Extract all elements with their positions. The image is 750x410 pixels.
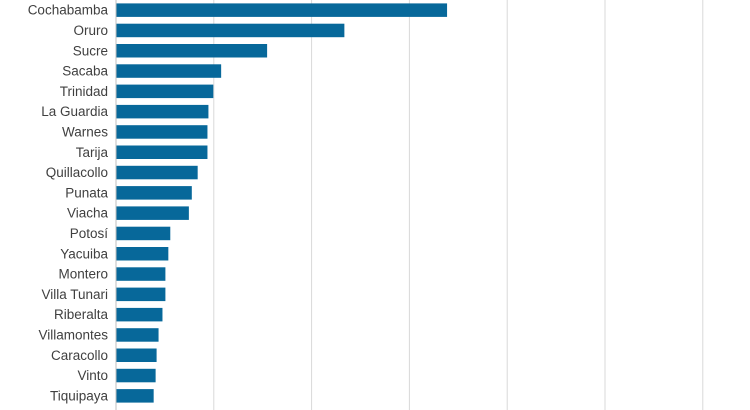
- bar-riberalta: [116, 307, 163, 322]
- bar-caracollo: [116, 348, 157, 362]
- category-label: Montero: [58, 267, 108, 282]
- category-label: La Guardia: [41, 104, 108, 119]
- bar-tarija: [116, 145, 208, 159]
- bar-sucre: [116, 44, 268, 58]
- bar-potosí: [116, 226, 171, 241]
- bar-quillacollo: [116, 165, 198, 180]
- category-label: Sucre: [73, 43, 108, 58]
- category-label: Trinidad: [60, 84, 108, 99]
- bar-warnes: [116, 125, 208, 139]
- bar-yacuiba: [116, 247, 169, 261]
- category-label: Riberalta: [54, 307, 109, 322]
- bars: [116, 3, 448, 403]
- bar-punata: [116, 186, 192, 200]
- gridlines: [115, 0, 704, 410]
- bar-viacha: [116, 206, 189, 220]
- category-label: Cochabamba: [28, 3, 109, 18]
- category-label: Quillacollo: [46, 165, 108, 180]
- category-label: Sacaba: [62, 64, 108, 79]
- bar-trinidad: [116, 84, 214, 99]
- category-labels: Cochabamba Oruro Sucre Sacaba Trinidad La Gua…: [28, 3, 109, 404]
- bar-la-guardia: [116, 104, 209, 119]
- bar-vinto: [116, 368, 156, 383]
- category-label: Vinto: [77, 368, 108, 383]
- category-label: Caracollo: [51, 348, 108, 363]
- bar-sacaba: [116, 64, 222, 78]
- category-label: Warnes: [62, 124, 108, 139]
- bar-cochabamba: [116, 3, 448, 17]
- category-label: Punata: [65, 185, 108, 200]
- category-label: Viacha: [67, 206, 109, 221]
- bar-oruro: [116, 23, 345, 38]
- bar-villa-tunari: [116, 287, 166, 302]
- category-label: Yacuiba: [60, 246, 108, 261]
- bar-montero: [116, 267, 166, 281]
- category-label: Oruro: [73, 23, 108, 38]
- category-label: Potosí: [70, 226, 109, 241]
- bar-tiquipaya: [116, 389, 154, 403]
- category-label: Tarija: [76, 145, 109, 160]
- bar-villamontes: [116, 328, 159, 342]
- category-label: Tiquipaya: [50, 388, 109, 403]
- category-label: Villa Tunari: [41, 287, 108, 302]
- category-label: Villamontes: [38, 327, 108, 342]
